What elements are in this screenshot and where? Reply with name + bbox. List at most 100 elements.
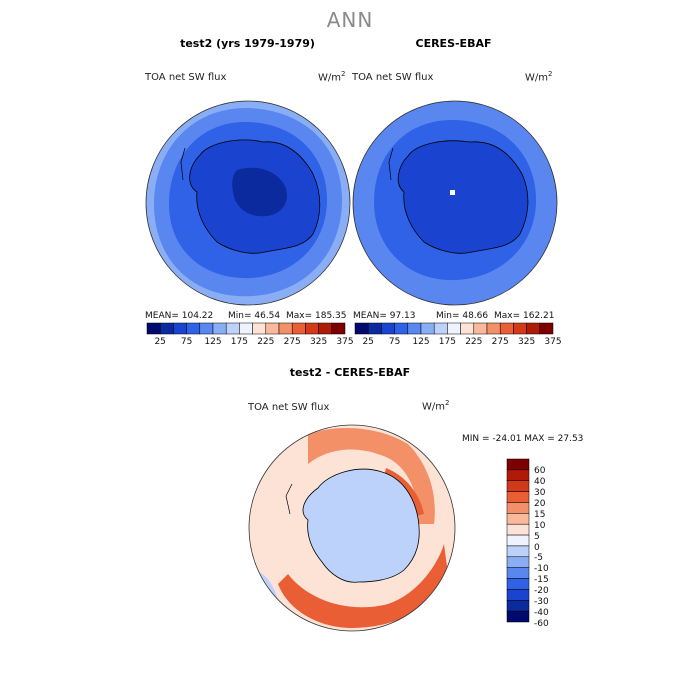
obs-antarctica-fill — [398, 140, 528, 254]
test-colorbar-swatch — [199, 322, 214, 335]
diff-colorbar-tick-label: 60 — [534, 466, 546, 477]
test-colorbar-swatch — [252, 322, 267, 335]
test-colorbar-tick-label: 75 — [180, 337, 193, 347]
test-colorbar-tick-label: 175 — [230, 337, 248, 347]
test-colorbar-tick-label: 225 — [257, 337, 275, 347]
obs-min-stat: Min= 48.66 — [436, 311, 489, 321]
obs-variable-label: TOA net SW flux — [352, 72, 434, 83]
diff-colorbar-swatch — [506, 545, 530, 558]
test-colorbar-swatch — [212, 322, 227, 335]
test-coastline — [189, 139, 321, 254]
diff-colorbar-tick-label: -10 — [534, 564, 549, 575]
test-map-border — [145, 100, 351, 306]
diff-colorbar-tick-label: 30 — [534, 488, 546, 499]
obs-colorbar-tick-label: 225 — [465, 337, 483, 347]
diff-colorbar-tick-label: 15 — [534, 509, 546, 520]
diff-colorbar-tick-label: 20 — [534, 499, 546, 510]
diff-colorbar-swatch — [506, 502, 530, 514]
test-max-stat: Max= 185.35 — [286, 311, 347, 321]
test-colorbar-tick-label: 25 — [154, 337, 166, 347]
obs-colorbar-swatch — [394, 322, 409, 335]
obs-colorbar-swatch — [433, 322, 448, 335]
test-variable-label: TOA net SW flux — [145, 72, 227, 83]
test-colorbar-swatch — [186, 322, 201, 335]
test-colorbar-swatch — [278, 322, 293, 335]
diff-red-arc-fill — [278, 544, 448, 628]
obs-colorbar-swatch — [407, 322, 422, 335]
obs-colorbar-tick-label: 325 — [518, 337, 536, 347]
test-colorbar-tick-label: 275 — [283, 337, 301, 347]
test-colorbar-swatch — [331, 322, 346, 335]
test-colorbar-tick-label: 125 — [204, 337, 222, 347]
test-colorbar-swatch — [318, 322, 333, 335]
diff-colorbar-swatch — [506, 458, 530, 471]
obs-colorbar-ticks: 25 75 125 175 225 275 325 375 — [355, 337, 561, 349]
diff-colorbar-tick-label: -5 — [534, 553, 543, 564]
test-colorbar-swatch — [159, 322, 174, 335]
obs-peninsula-outline — [388, 147, 394, 181]
obs-colorbar-tick-label: 375 — [544, 337, 562, 347]
test-colorbar-swatch — [265, 322, 280, 335]
diff-polar-map — [248, 424, 456, 632]
diff-minmax-stat: MIN = -24.01 MAX = 27.53 — [462, 434, 584, 444]
diff-variable-label: TOA net SW flux — [248, 402, 330, 413]
diff-colorbar-tick-label: -20 — [534, 585, 549, 596]
obs-panel-title: CERES-EBAF — [415, 37, 492, 50]
obs-max-stat: Max= 162.21 — [494, 311, 555, 321]
test-colorbar-swatch — [305, 322, 319, 335]
diff-colorbar-swatch — [506, 610, 530, 623]
diff-orange-arc-fill — [308, 428, 435, 524]
obs-mean-stat: MEAN= 97.13 — [353, 311, 416, 321]
figure-title: ANN — [326, 8, 374, 32]
obs-colorbar-swatch — [447, 322, 461, 335]
diff-colorbar-tick-label: 5 — [534, 531, 540, 542]
diff-colorbar-swatch — [506, 600, 530, 612]
diff-colorbar-tick-label: -40 — [534, 607, 549, 618]
obs-colorbar-tick-label: 25 — [362, 337, 374, 347]
obs-colorbar-tick-label: 275 — [491, 337, 509, 347]
obs-colorbar-swatch — [539, 322, 554, 335]
obs-colorbar-tick-label: 75 — [388, 337, 401, 347]
obs-colorbar — [354, 322, 554, 335]
diff-colorbar-tick-label: 0 — [534, 542, 540, 553]
diff-colorbar-ticks: 60 40 30 20 15 10 5 0 -5 -10 -15 -20 -30 -40 -60 — [534, 459, 564, 628]
diff-colorbar-tick-label: -15 — [534, 575, 549, 586]
obs-coastline — [397, 140, 529, 254]
obs-colorbar-swatch — [460, 322, 475, 335]
obs-colorbar-swatch — [513, 322, 527, 335]
test-colorbar-swatch — [239, 322, 253, 335]
obs-colorbar-swatch — [381, 322, 395, 335]
diff-colorbar-swatch — [506, 578, 530, 590]
diff-antarctica-fill — [303, 469, 420, 583]
test-peninsula-outline — [180, 147, 186, 181]
test-colorbar — [146, 322, 346, 335]
diff-colorbar-swatch — [506, 480, 530, 492]
test-colorbar-swatch — [146, 322, 161, 335]
diff-colorbar-swatch — [506, 491, 530, 503]
obs-colorbar-tick-label: 125 — [412, 337, 430, 347]
diff-panel-title: test2 - CERES-EBAF — [289, 366, 411, 379]
test-colorbar-swatch — [291, 322, 306, 335]
obs-colorbar-swatch — [367, 322, 382, 335]
obs-colorbar-swatch — [526, 322, 541, 335]
diff-units-label: W/m2 — [422, 399, 450, 413]
obs-colorbar-tick-label: 175 — [438, 337, 456, 347]
test-plateau-fill — [232, 167, 287, 217]
obs-units-label: W/m2 — [525, 70, 553, 84]
obs-missing-data-pole — [450, 190, 455, 195]
diff-colorbar — [506, 458, 530, 623]
diff-colorbar-swatch — [506, 567, 530, 579]
test-min-stat: Min= 46.54 — [228, 311, 281, 321]
diff-colorbar-tick-label: -30 — [534, 596, 549, 607]
test-colorbar-tick-label: 375 — [336, 337, 354, 347]
obs-colorbar-swatch — [354, 322, 369, 335]
diff-colorbar-swatch — [506, 523, 530, 536]
diff-peninsula-outline — [285, 483, 293, 515]
obs-colorbar-swatch — [420, 322, 435, 335]
diff-coastline — [302, 468, 420, 583]
test-polar-map — [145, 100, 351, 306]
test-panel-title: test2 (yrs 1979-1979) — [180, 37, 315, 50]
obs-colorbar-swatch — [499, 322, 514, 335]
obs-colorbar-swatch — [473, 322, 488, 335]
obs-map-border — [352, 100, 558, 306]
